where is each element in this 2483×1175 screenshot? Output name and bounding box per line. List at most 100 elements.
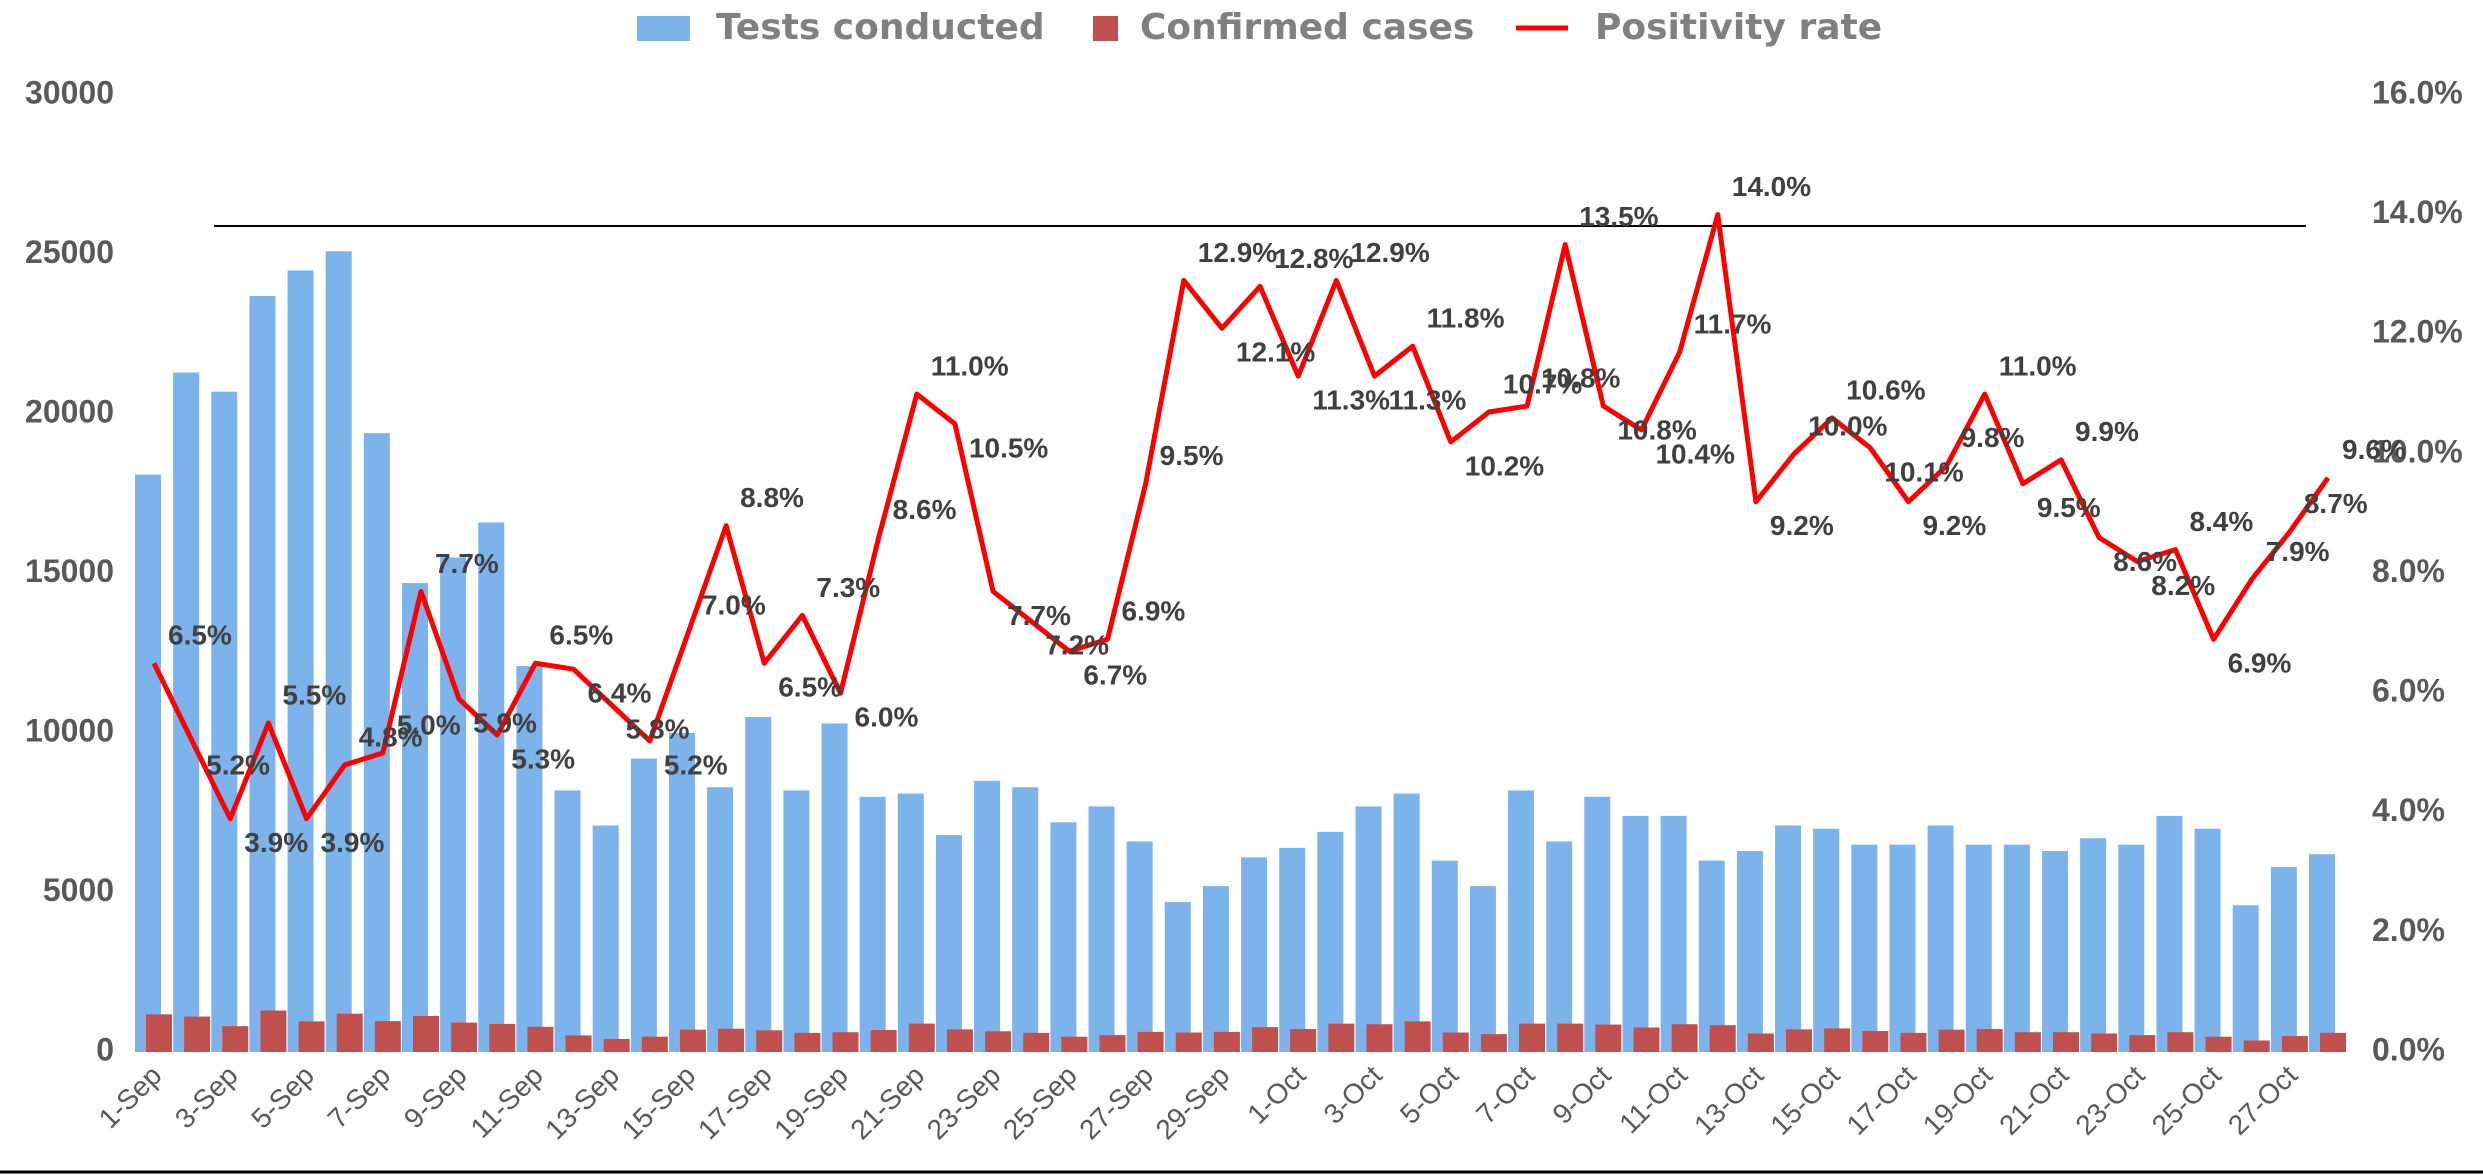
bar — [1480, 1034, 1507, 1052]
legend-label: Tests conducted — [716, 7, 1045, 48]
x-tick-label: 5-Oct — [1394, 1059, 1464, 1129]
bar — [859, 796, 886, 1052]
data-label: 11.3% — [1388, 385, 1466, 416]
bar — [2118, 844, 2145, 1052]
bar — [1355, 806, 1382, 1052]
bar — [440, 557, 467, 1052]
x-tick-label: 9-Oct — [1546, 1059, 1616, 1129]
y-tick-label: 5000 — [43, 872, 114, 908]
bar — [1317, 831, 1344, 1052]
x-tick-label: 3-Sep — [169, 1060, 244, 1135]
x-tick-label: 11-Oct — [1613, 1059, 1693, 1139]
bar — [718, 1028, 745, 1052]
data-label: 6.9% — [1122, 596, 1186, 627]
x-tick-label: 27-Sep — [1073, 1060, 1159, 1146]
x-tick-label: 17-Oct — [1841, 1059, 1922, 1140]
data-label: 12.1% — [1236, 337, 1315, 368]
y2-tick-label: 2.0% — [2372, 912, 2445, 948]
bar — [325, 251, 352, 1052]
data-label: 5.0% — [397, 709, 461, 740]
data-label: 11.3% — [1312, 385, 1390, 416]
bar — [260, 1010, 287, 1052]
bar — [1976, 1029, 2003, 1052]
bar — [1508, 790, 1535, 1052]
bar — [679, 1029, 706, 1052]
data-label: 5.2% — [664, 749, 728, 780]
bar — [135, 474, 161, 1052]
bar — [1393, 793, 1420, 1052]
bar — [2270, 866, 2297, 1052]
bar — [1366, 1024, 1393, 1052]
x-tick-label: 1-Sep — [93, 1060, 168, 1135]
data-label: 11.0% — [931, 350, 1009, 381]
line — [151, 212, 2331, 822]
x-tick-label: 17-Sep — [692, 1060, 778, 1146]
data-label: 6.9% — [2228, 648, 2292, 679]
data-label: 10.4% — [1655, 438, 1734, 469]
data-label: 8.6% — [893, 494, 957, 525]
bar — [527, 1026, 554, 1052]
data-label: 10.8% — [1617, 414, 1696, 445]
bar — [2156, 815, 2183, 1052]
bar — [2003, 844, 2030, 1052]
x-tick-label: 13-Sep — [539, 1060, 625, 1146]
bar — [2281, 1036, 2308, 1052]
data-label: 12.9% — [1350, 237, 1429, 268]
bar — [1747, 1033, 1774, 1052]
bar — [336, 1013, 363, 1052]
data-label: 4.8% — [359, 721, 423, 752]
bar — [2053, 1032, 2080, 1052]
bar — [641, 1036, 668, 1052]
legend-label: Confirmed cases — [1140, 7, 1474, 48]
y2-tick-label: 10.0% — [2372, 433, 2463, 469]
data-label: 8.6% — [2113, 546, 2177, 577]
x-tick-label: 7-Sep — [322, 1060, 397, 1135]
bar — [2320, 1032, 2346, 1052]
bar — [2232, 905, 2259, 1052]
bar — [1469, 886, 1496, 1052]
x-tick-label: 29-Sep — [1150, 1060, 1236, 1146]
y-tick-label: 10000 — [25, 712, 114, 748]
bar — [1012, 787, 1039, 1052]
bar — [2309, 854, 2335, 1052]
bar — [554, 790, 581, 1052]
data-label: 5.9% — [473, 707, 537, 738]
bar — [478, 522, 505, 1052]
x-tick-label: 1-Oct — [1241, 1059, 1311, 1129]
data-label: 9.5% — [1160, 440, 1224, 471]
bar — [146, 1014, 172, 1052]
data-label: 6.5% — [778, 672, 842, 703]
data-label: 8.7% — [2304, 488, 2368, 519]
bar — [1050, 822, 1077, 1052]
bar — [1290, 1029, 1317, 1052]
data-label: 9.2% — [1770, 510, 1834, 541]
x-tick-label: 23-Sep — [921, 1060, 1007, 1146]
x-tick-label: 15-Sep — [616, 1060, 702, 1146]
data-label: 9.2% — [1922, 510, 1986, 541]
x-tick-label: 19-Oct — [1917, 1059, 1998, 1140]
data-label: 5.3% — [511, 743, 575, 774]
bar — [935, 835, 962, 1052]
data-label: 8.8% — [740, 482, 804, 513]
y2-tick-label: 4.0% — [2372, 792, 2445, 828]
bar — [870, 1029, 897, 1052]
y-tick-label: 30000 — [25, 74, 114, 110]
bar — [821, 723, 848, 1052]
data-label: 12.8% — [1274, 243, 1353, 274]
bar — [1137, 1031, 1164, 1052]
data-label: 7.0% — [702, 590, 766, 621]
bar — [908, 1023, 935, 1052]
bar — [707, 787, 734, 1052]
bar — [1557, 1023, 1584, 1052]
data-label: 10.0% — [1808, 410, 1887, 441]
bar — [1404, 1021, 1431, 1052]
data-label: 10.8% — [1541, 362, 1620, 393]
bar — [1824, 1028, 1851, 1052]
x-tick-label: 5-Sep — [245, 1060, 320, 1135]
bar — [1519, 1023, 1546, 1052]
bar — [1813, 828, 1840, 1052]
data-label: 10.6% — [1846, 374, 1925, 405]
data-label: 6.7% — [1083, 660, 1147, 691]
legend-label: Positivity rate — [1595, 7, 1882, 48]
